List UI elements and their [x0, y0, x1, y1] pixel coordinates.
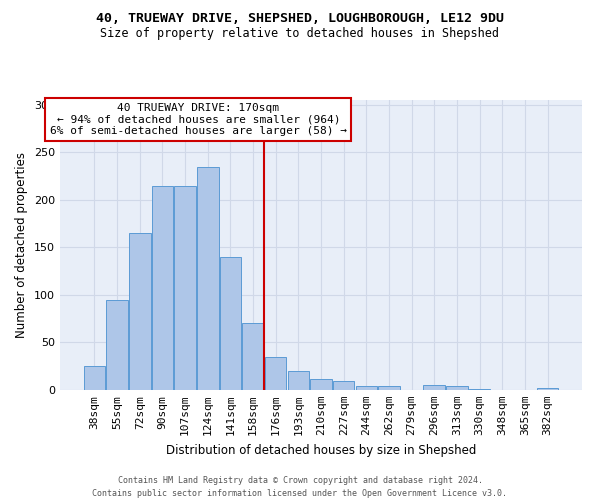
- Bar: [469, 389, 490, 390]
- Bar: [129, 233, 151, 390]
- Bar: [106, 300, 128, 390]
- Bar: [446, 386, 467, 390]
- Bar: [287, 371, 309, 390]
- Bar: [424, 385, 445, 390]
- Bar: [175, 186, 196, 390]
- Bar: [537, 388, 558, 390]
- Bar: [378, 386, 400, 390]
- Y-axis label: Number of detached properties: Number of detached properties: [16, 152, 28, 338]
- Text: 40 TRUEWAY DRIVE: 170sqm
← 94% of detached houses are smaller (964)
6% of semi-d: 40 TRUEWAY DRIVE: 170sqm ← 94% of detach…: [50, 103, 347, 136]
- Bar: [84, 366, 105, 390]
- Text: Size of property relative to detached houses in Shepshed: Size of property relative to detached ho…: [101, 28, 499, 40]
- Bar: [152, 186, 173, 390]
- Bar: [310, 378, 332, 390]
- X-axis label: Distribution of detached houses by size in Shepshed: Distribution of detached houses by size …: [166, 444, 476, 456]
- Text: 40, TRUEWAY DRIVE, SHEPSHED, LOUGHBOROUGH, LE12 9DU: 40, TRUEWAY DRIVE, SHEPSHED, LOUGHBOROUG…: [96, 12, 504, 26]
- Bar: [220, 257, 241, 390]
- Bar: [333, 382, 355, 390]
- Text: Contains HM Land Registry data © Crown copyright and database right 2024.
Contai: Contains HM Land Registry data © Crown c…: [92, 476, 508, 498]
- Bar: [265, 356, 286, 390]
- Bar: [356, 386, 377, 390]
- Bar: [197, 166, 218, 390]
- Bar: [242, 324, 264, 390]
